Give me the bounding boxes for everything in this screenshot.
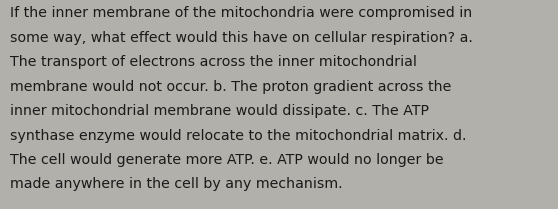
Text: synthase enzyme would relocate to the mitochondrial matrix. d.: synthase enzyme would relocate to the mi…: [10, 129, 466, 143]
Text: some way, what effect would this have on cellular respiration? a.: some way, what effect would this have on…: [10, 31, 473, 45]
Text: The cell would generate more ATP. e. ATP would no longer be: The cell would generate more ATP. e. ATP…: [10, 153, 444, 167]
Text: made anywhere in the cell by any mechanism.: made anywhere in the cell by any mechani…: [10, 177, 343, 191]
Text: If the inner membrane of the mitochondria were compromised in: If the inner membrane of the mitochondri…: [10, 6, 472, 20]
Text: membrane would not occur. b. The proton gradient across the: membrane would not occur. b. The proton …: [10, 80, 451, 94]
Text: The transport of electrons across the inner mitochondrial: The transport of electrons across the in…: [10, 55, 417, 69]
Text: inner mitochondrial membrane would dissipate. c. The ATP: inner mitochondrial membrane would dissi…: [10, 104, 429, 118]
